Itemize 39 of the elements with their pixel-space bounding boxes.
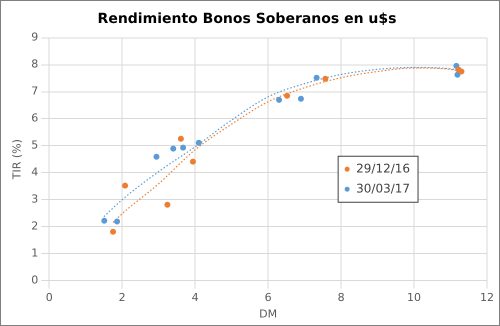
y-tick-label: 1 (31, 246, 38, 260)
y-tick-label: 7 (31, 84, 38, 98)
x-tick-label: 0 (46, 291, 53, 304)
y-tick-label: 4 (31, 166, 38, 179)
x-tick-label: 8 (338, 291, 345, 304)
legend-label: 29/12/16 (356, 161, 410, 176)
x-axis-title: DM (259, 307, 278, 320)
x-tick-label: 4 (192, 291, 199, 304)
point (178, 136, 184, 142)
x-tick-label: 2 (118, 291, 126, 304)
point (190, 158, 196, 165)
point (314, 74, 320, 81)
y-axis-title: TIR (%) (10, 139, 24, 180)
y-tick-label: 8 (31, 58, 38, 71)
point (114, 218, 120, 225)
chart-title: Rendimiento Bonos Soberanos en u$s (98, 11, 396, 28)
point (153, 154, 160, 160)
y-tick-label: 0 (31, 273, 38, 286)
point (180, 144, 186, 151)
y-tick-label: 6 (31, 112, 38, 125)
point (298, 96, 304, 102)
point (284, 92, 290, 99)
point (164, 202, 170, 208)
x-tick-label: 6 (264, 291, 272, 304)
x-tick-label: 12 (480, 291, 494, 304)
point (101, 218, 108, 224)
y-tick-label: 5 (31, 138, 38, 152)
point (458, 68, 464, 75)
point (110, 228, 116, 235)
point (170, 146, 176, 152)
x-tick-label: 10 (407, 291, 422, 304)
legend-label: 30/03/17 (356, 181, 410, 196)
y-tick-label: 9 (31, 30, 38, 44)
y-tick-label: 3 (31, 192, 38, 206)
y-tick-label: 2 (31, 220, 38, 233)
point (196, 140, 202, 146)
point (322, 76, 328, 82)
point (276, 96, 282, 103)
point (122, 182, 128, 189)
